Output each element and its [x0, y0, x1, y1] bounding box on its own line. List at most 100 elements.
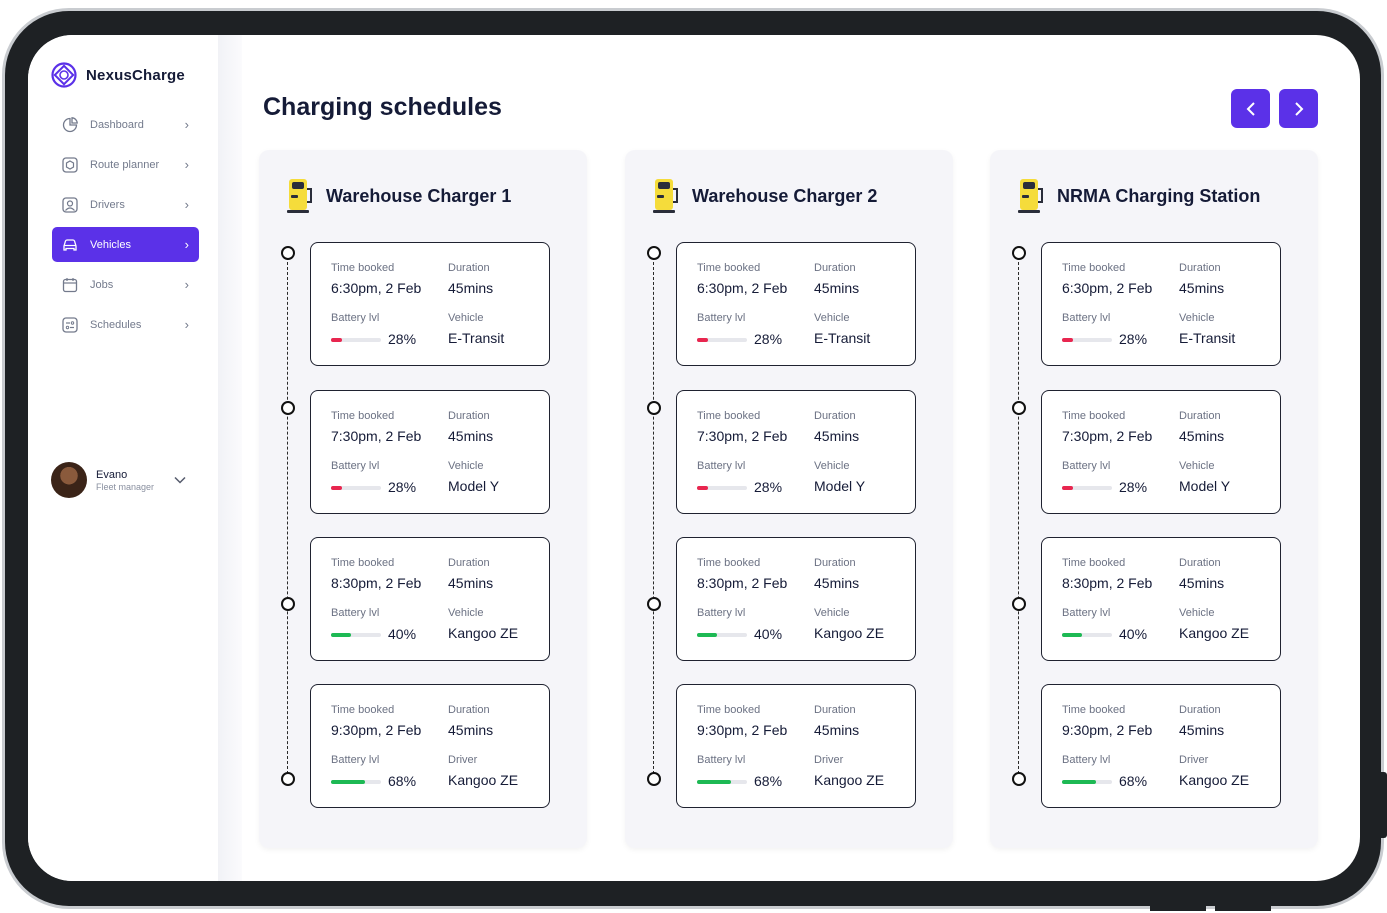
sidebar-item-route-planner[interactable]: Route planner › [52, 147, 199, 182]
previous-button[interactable] [1231, 89, 1270, 128]
timeline-line [1018, 252, 1019, 779]
battery-value: 28% [754, 331, 783, 347]
time-booked-label: Time booked [331, 704, 395, 716]
chevron-right-icon: › [184, 317, 189, 332]
vehicle-label: Driver [448, 754, 478, 766]
user-name: Evano [96, 468, 128, 481]
sidebar-item-jobs[interactable]: Jobs › [52, 267, 199, 302]
booking-card[interactable]: Time booked 8:30pm, 2 Feb Duration 45mins Ba… [1041, 537, 1281, 661]
vehicle-value: E-Transit [814, 330, 871, 346]
charger-header: Warehouse Charger 2 [653, 178, 877, 214]
vehicle-label: Vehicle [1179, 312, 1215, 324]
vehicle-label: Vehicle [448, 607, 484, 619]
user-role: Fleet manager [96, 481, 155, 492]
next-button[interactable] [1279, 89, 1318, 128]
battery-bar [331, 486, 381, 490]
sidebar-item-schedules[interactable]: Schedules › [52, 307, 199, 342]
vehicle-value: Model Y [448, 478, 500, 494]
duration-value: 45mins [814, 722, 860, 738]
device-bottom-button [1150, 905, 1206, 911]
duration-value: 45mins [1179, 428, 1225, 444]
battery-fill [331, 338, 342, 342]
timeline-dot [281, 772, 295, 786]
sidebar-item-drivers[interactable]: Drivers › [52, 187, 199, 222]
battery-label: Battery lvl [697, 754, 746, 766]
timeline-line [287, 252, 288, 779]
car-icon [62, 237, 78, 253]
battery-label: Battery lvl [1062, 607, 1111, 619]
time-booked-label: Time booked [331, 410, 395, 422]
time-booked-value: 6:30pm, 2 Feb [697, 280, 788, 296]
time-booked-value: 8:30pm, 2 Feb [1062, 575, 1153, 591]
booking-card[interactable]: Time booked 6:30pm, 2 Feb Duration 45mins Ba… [676, 242, 916, 366]
time-booked-label: Time booked [331, 557, 395, 569]
duration-label: Duration [448, 410, 490, 422]
timeline-dot [1012, 401, 1026, 415]
duration-value: 45mins [1179, 575, 1225, 591]
chevron-right-icon: › [184, 197, 189, 212]
booking-card[interactable]: Time booked 9:30pm, 2 Feb Duration 45mins Ba… [1041, 684, 1281, 808]
vehicle-value: E-Transit [448, 330, 505, 346]
duration-label: Duration [1179, 262, 1221, 274]
booking-card[interactable]: Time booked 8:30pm, 2 Feb Duration 45mins Ba… [676, 537, 916, 661]
battery-fill [1062, 338, 1073, 342]
nexus-logo-icon [51, 62, 77, 88]
booking-card[interactable]: Time booked 9:30pm, 2 Feb Duration 45mins Ba… [310, 684, 550, 808]
time-booked-label: Time booked [1062, 410, 1126, 422]
time-booked-label: Time booked [697, 410, 761, 422]
sidebar-item-vehicles[interactable]: Vehicles › [52, 227, 199, 262]
sidebar-item-dashboard[interactable]: Dashboard › [52, 107, 199, 142]
sidebar-item-label: Drivers [90, 198, 125, 211]
charger-title: NRMA Charging Station [1057, 185, 1261, 206]
sidebar-nav: Dashboard › Route planner › Drivers › [52, 107, 199, 347]
booking-card[interactable]: Time booked 6:30pm, 2 Feb Duration 45mins Ba… [310, 242, 550, 366]
booking-card[interactable]: Time booked 8:30pm, 2 Feb Duration 45mins Ba… [310, 537, 550, 661]
time-booked-value: 8:30pm, 2 Feb [697, 575, 788, 591]
battery-value: 68% [1119, 773, 1148, 789]
battery-bar [697, 486, 747, 490]
time-booked-label: Time booked [1062, 557, 1126, 569]
time-booked-value: 7:30pm, 2 Feb [1062, 428, 1153, 444]
duration-label: Duration [814, 262, 856, 274]
sidebar-divider [218, 35, 242, 881]
duration-label: Duration [448, 262, 490, 274]
time-booked-value: 9:30pm, 2 Feb [331, 722, 422, 738]
booking-card[interactable]: Time booked 6:30pm, 2 Feb Duration 45mins Ba… [1041, 242, 1281, 366]
charger-column-warehouse-charger-1: Warehouse Charger 1 Time booked 6:30pm, 2 … [259, 150, 587, 848]
battery-value: 28% [1119, 331, 1148, 347]
vehicle-label: Driver [814, 754, 844, 766]
battery-bar [331, 338, 381, 342]
duration-label: Duration [1179, 557, 1221, 569]
battery-value: 68% [388, 773, 417, 789]
battery-value: 28% [1119, 479, 1148, 495]
vehicle-label: Driver [1179, 754, 1209, 766]
time-booked-value: 9:30pm, 2 Feb [1062, 722, 1153, 738]
duration-value: 45mins [814, 280, 860, 296]
user-profile[interactable]: Evano Fleet manager [51, 462, 186, 498]
booking-card[interactable]: Time booked 7:30pm, 2 Feb Duration 45mins Ba… [676, 390, 916, 514]
vehicle-label: Vehicle [814, 460, 850, 472]
booking-card[interactable]: Time booked 7:30pm, 2 Feb Duration 45mins Ba… [310, 390, 550, 514]
timeline-dot [1012, 597, 1026, 611]
duration-value: 45mins [448, 280, 494, 296]
schedule-icon [62, 316, 78, 333]
chevron-down-icon[interactable] [174, 476, 186, 484]
time-booked-value: 7:30pm, 2 Feb [697, 428, 788, 444]
duration-label: Duration [814, 704, 856, 716]
battery-label: Battery lvl [331, 754, 380, 766]
battery-bar [1062, 633, 1112, 637]
battery-bar [1062, 780, 1112, 784]
vehicle-value: Kangoo ZE [814, 772, 885, 788]
booking-card[interactable]: Time booked 9:30pm, 2 Feb Duration 45mins Ba… [676, 684, 916, 808]
battery-fill [1062, 633, 1082, 637]
duration-value: 45mins [448, 575, 494, 591]
user-icon [62, 196, 78, 213]
booking-card[interactable]: Time booked 7:30pm, 2 Feb Duration 45mins Ba… [1041, 390, 1281, 514]
duration-label: Duration [814, 557, 856, 569]
charger-title: Warehouse Charger 1 [326, 185, 512, 206]
battery-value: 28% [388, 479, 417, 495]
logo[interactable]: NexusCharge [51, 62, 185, 88]
charger-header: Warehouse Charger 1 [287, 178, 511, 214]
vehicle-value: Kangoo ZE [1179, 772, 1250, 788]
vehicle-value: Model Y [814, 478, 866, 494]
